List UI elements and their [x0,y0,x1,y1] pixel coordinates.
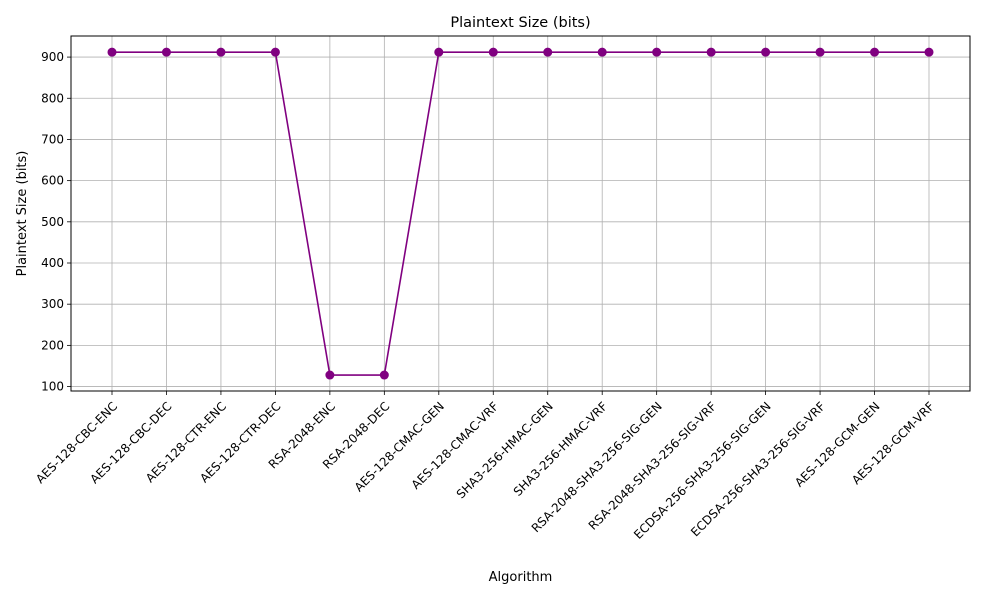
y-tick-label: 400 [41,256,64,270]
data-point [761,47,771,57]
data-point [815,47,825,57]
y-tick-label: 300 [41,297,64,311]
data-point [216,47,226,57]
data-point [488,47,498,57]
data-point [161,47,171,57]
data-point [379,370,389,380]
x-tick-label: SHA3-256-HMAC-GEN [454,399,556,501]
series-line [112,51,929,376]
y-tick-label: 900 [41,50,64,64]
plot-frame [70,35,971,392]
series-layer [107,47,934,380]
y-tick-label: 700 [41,132,64,146]
y-axis-label: Plaintext Size (bits) [15,151,30,277]
data-point [597,47,607,57]
data-point [270,47,280,57]
y-tick-label: 200 [41,338,64,352]
data-point [652,47,662,57]
y-tick-label: 100 [41,380,64,394]
data-point [107,47,117,57]
y-tick-label: 600 [41,174,64,188]
x-tick-label: SHA3-256-HMAC-VRF [511,399,611,499]
x-axis-label: Algorithm [489,570,553,585]
chart-title: Plaintext Size (bits) [450,15,590,31]
data-point [434,47,444,57]
data-point [706,47,716,57]
y-ticks: 100 200 300 400 500 600 700 800 900 [41,50,71,394]
grid-layer [71,36,970,391]
y-tick-label: 500 [41,215,64,229]
data-point [924,47,934,57]
x-ticks: AES-128-CBC-ENCAES-128-CBC-DECAES-128-CT… [33,391,937,542]
y-tick-label: 800 [41,91,64,105]
data-point [870,47,880,57]
data-point [543,47,553,57]
x-tick-label: AES-128-CMAC-GEN [352,399,447,494]
data-point [325,370,335,380]
